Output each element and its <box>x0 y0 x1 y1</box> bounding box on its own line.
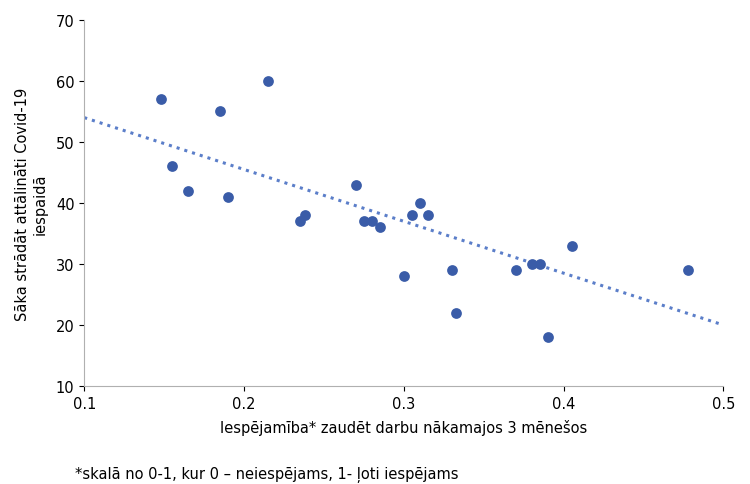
Point <box>533 260 545 268</box>
Point <box>222 194 234 201</box>
Point <box>526 260 538 268</box>
Point <box>155 96 167 104</box>
Point <box>294 218 306 226</box>
Point <box>214 108 226 116</box>
Point <box>406 212 418 220</box>
Text: *skalā no 0-1, kur 0 – neiespējams, 1- ļoti iespējams: *skalā no 0-1, kur 0 – neiespējams, 1- ļ… <box>75 466 458 482</box>
Point <box>542 333 554 341</box>
Point <box>682 267 694 274</box>
Point <box>374 224 386 232</box>
Y-axis label: Sāka strādāt attālināti Covid-19
iespaidā: Sāka strādāt attālināti Covid-19 iespaid… <box>15 87 47 320</box>
X-axis label: Iespējamība* zaudēt darbu nākamajos 3 mēnešos: Iespējamība* zaudēt darbu nākamajos 3 mē… <box>220 419 587 435</box>
Point <box>398 273 410 281</box>
Point <box>262 78 274 86</box>
Point <box>451 309 463 317</box>
Point <box>298 212 310 220</box>
Point <box>350 182 361 189</box>
Point <box>446 267 458 274</box>
Point <box>366 218 378 226</box>
Point <box>166 163 178 171</box>
Point <box>414 200 426 208</box>
Point <box>422 212 434 220</box>
Point <box>509 267 521 274</box>
Point <box>182 187 194 195</box>
Point <box>358 218 370 226</box>
Point <box>566 242 578 250</box>
